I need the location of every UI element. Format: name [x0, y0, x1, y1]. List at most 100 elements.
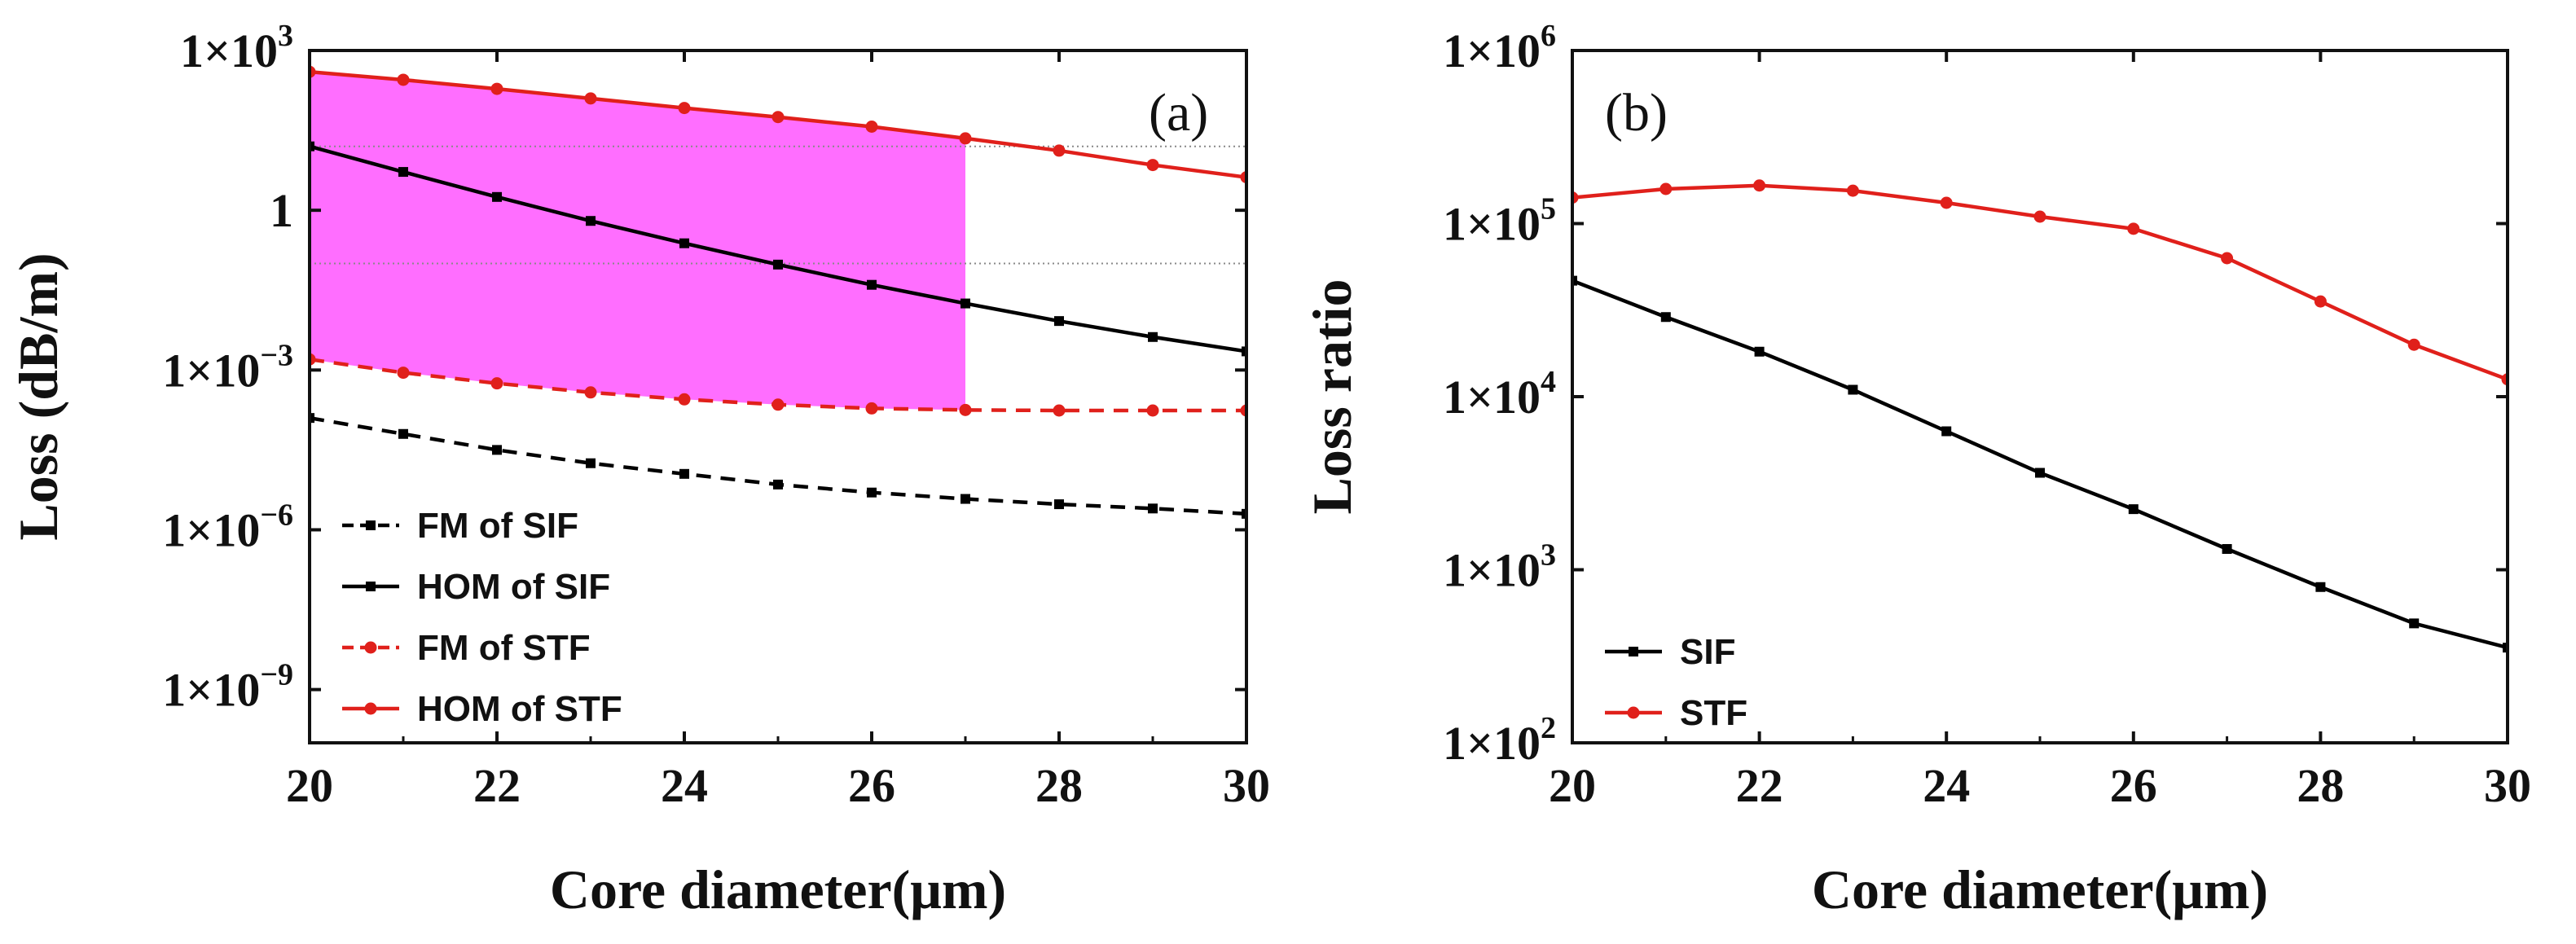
- data-point: [397, 73, 410, 86]
- y-tick-label: 1×10−9: [162, 658, 293, 717]
- x-tick-label: 20: [286, 759, 333, 812]
- chart-panel-a: 20 22 24 26 28 30 1×103 1 1×10−3 1×10−6 1×10−9 Core…: [7, 19, 1270, 920]
- data-point: [1572, 275, 1577, 286]
- data-point: [2314, 295, 2327, 308]
- x-tick-label: 20: [1549, 759, 1596, 812]
- x-tick-label: 24: [1923, 759, 1970, 812]
- data-point: [2033, 210, 2046, 223]
- plot-area-a: [310, 65, 1246, 519]
- data-point: [865, 121, 878, 133]
- data-point: [310, 141, 314, 151]
- legend-marker: [364, 702, 377, 715]
- y-tick-label: 1×10−3: [162, 338, 293, 397]
- data-point: [678, 393, 691, 406]
- data-point: [865, 402, 878, 415]
- data-point: [2409, 618, 2420, 629]
- legend: FM of SIF HOM of SIF FM of STF HOM of STF: [342, 506, 622, 729]
- data-point: [2222, 544, 2232, 554]
- data-point: [490, 377, 503, 390]
- data-point: [1660, 312, 1671, 323]
- legend-label: HOM of STF: [417, 689, 622, 729]
- series-fm-of-stf: [310, 353, 1246, 417]
- chart-panel-b: 20 22 24 26 28 30 1×106 1×105 1×104 1×103 1×102 Cor…: [1301, 19, 2531, 920]
- data-point: [1146, 159, 1159, 172]
- data-point: [1054, 499, 1064, 510]
- data-point: [586, 458, 596, 468]
- data-point: [1146, 404, 1159, 417]
- y-axis-title: Loss (dB/m): [7, 252, 69, 540]
- x-tick-label: 22: [1736, 759, 1783, 812]
- data-point: [959, 403, 972, 416]
- x-tick-label: 24: [661, 759, 708, 812]
- y-tick-label: 1×105: [1443, 192, 1556, 251]
- legend-label: FM of SIF: [417, 506, 578, 546]
- y-tick-label: 1×10−6: [162, 498, 293, 556]
- y-tick-label: 1×104: [1443, 365, 1556, 424]
- legend-label: SIF: [1680, 632, 1735, 672]
- legend-label: FM of STF: [417, 628, 591, 668]
- data-point: [1053, 144, 1066, 157]
- data-point: [584, 92, 597, 105]
- x-tick-label: 26: [848, 759, 895, 812]
- data-point: [1148, 503, 1158, 514]
- data-point: [2127, 222, 2140, 235]
- shaded-region: [310, 72, 965, 411]
- data-point: [490, 82, 503, 95]
- data-point: [1941, 426, 1952, 437]
- data-point: [867, 279, 877, 290]
- y-tick-label: 1×106: [1443, 19, 1556, 77]
- series-line-sif: [1572, 279, 2508, 650]
- legend-marker: [366, 520, 376, 530]
- data-point: [398, 167, 408, 178]
- data-point: [310, 413, 314, 424]
- data-point: [1659, 182, 1673, 195]
- plot-area-b: [1572, 179, 2508, 653]
- x-tick-label: 26: [2110, 759, 2157, 812]
- data-point: [492, 191, 502, 202]
- data-point: [961, 494, 970, 504]
- x-tick-label: 28: [1035, 759, 1083, 812]
- x-tick-label: 22: [473, 759, 521, 812]
- data-point: [1754, 346, 1765, 357]
- data-point: [2221, 252, 2234, 265]
- x-tick-label: 30: [2484, 759, 2531, 812]
- data-point: [398, 428, 408, 439]
- series-line-fm-of-sif: [310, 415, 1246, 516]
- data-point: [1848, 384, 1858, 395]
- panel-label: (a): [1149, 83, 1208, 143]
- data-point: [1054, 316, 1064, 327]
- data-point: [773, 259, 783, 270]
- y-tick-label: 1: [270, 184, 293, 237]
- data-point: [586, 216, 596, 226]
- x-axis-title: Core diameter(μm): [1812, 858, 2268, 920]
- legend: SIF STF: [1605, 632, 1747, 733]
- data-point: [1940, 196, 1953, 209]
- legend-label: STF: [1680, 693, 1747, 733]
- legend-marker: [366, 582, 376, 591]
- data-point: [678, 102, 691, 115]
- data-point: [1242, 508, 1246, 519]
- legend-label: HOM of SIF: [417, 567, 610, 607]
- series-hom-of-sif: [310, 141, 1246, 357]
- data-point: [1753, 179, 1766, 192]
- x-tick-label: 28: [2297, 759, 2344, 812]
- data-point: [771, 398, 785, 411]
- data-point: [584, 386, 597, 399]
- x-tick-label: 30: [1223, 759, 1270, 812]
- data-point: [679, 238, 689, 248]
- data-point: [2315, 582, 2326, 592]
- series-fm-of-sif: [310, 413, 1246, 519]
- y-axis-title: Loss ratio: [1301, 279, 1363, 515]
- data-point: [2503, 643, 2508, 653]
- data-point: [1148, 331, 1158, 342]
- data-point: [1846, 184, 1859, 197]
- y-tick-label: 1×102: [1443, 711, 1556, 770]
- data-point: [397, 367, 410, 380]
- data-point: [771, 111, 785, 124]
- data-point: [773, 479, 783, 490]
- legend-marker: [364, 641, 377, 654]
- data-point: [961, 298, 970, 309]
- data-point: [492, 445, 502, 455]
- y-tick-label: 1×103: [180, 19, 293, 77]
